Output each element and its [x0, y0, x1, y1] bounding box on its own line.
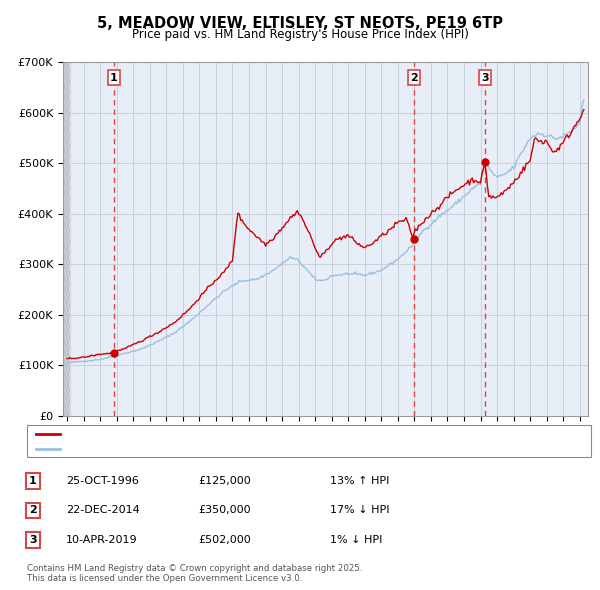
Text: 3: 3 [481, 73, 489, 83]
Text: 5, MEADOW VIEW, ELTISLEY, ST NEOTS, PE19 6TP: 5, MEADOW VIEW, ELTISLEY, ST NEOTS, PE19… [97, 16, 503, 31]
Text: 1: 1 [29, 476, 37, 486]
Text: 17% ↓ HPI: 17% ↓ HPI [330, 506, 389, 515]
Text: £125,000: £125,000 [198, 476, 251, 486]
Text: 5, MEADOW VIEW, ELTISLEY, ST NEOTS, PE19 6TP (detached house): 5, MEADOW VIEW, ELTISLEY, ST NEOTS, PE19… [66, 429, 418, 439]
Text: 25-OCT-1996: 25-OCT-1996 [66, 476, 139, 486]
Text: £350,000: £350,000 [198, 506, 251, 515]
Text: £502,000: £502,000 [198, 535, 251, 545]
Text: 10-APR-2019: 10-APR-2019 [66, 535, 137, 545]
Text: 1: 1 [110, 73, 118, 83]
Text: 3: 3 [29, 535, 37, 545]
Text: HPI: Average price, detached house, South Cambridgeshire: HPI: Average price, detached house, Sout… [66, 444, 376, 454]
Text: 22-DEC-2014: 22-DEC-2014 [66, 506, 140, 515]
Text: 1% ↓ HPI: 1% ↓ HPI [330, 535, 382, 545]
Text: 2: 2 [410, 73, 418, 83]
Text: Contains HM Land Registry data © Crown copyright and database right 2025.
This d: Contains HM Land Registry data © Crown c… [27, 563, 362, 583]
Text: Price paid vs. HM Land Registry's House Price Index (HPI): Price paid vs. HM Land Registry's House … [131, 28, 469, 41]
Text: 2: 2 [29, 506, 37, 515]
Text: 13% ↑ HPI: 13% ↑ HPI [330, 476, 389, 486]
